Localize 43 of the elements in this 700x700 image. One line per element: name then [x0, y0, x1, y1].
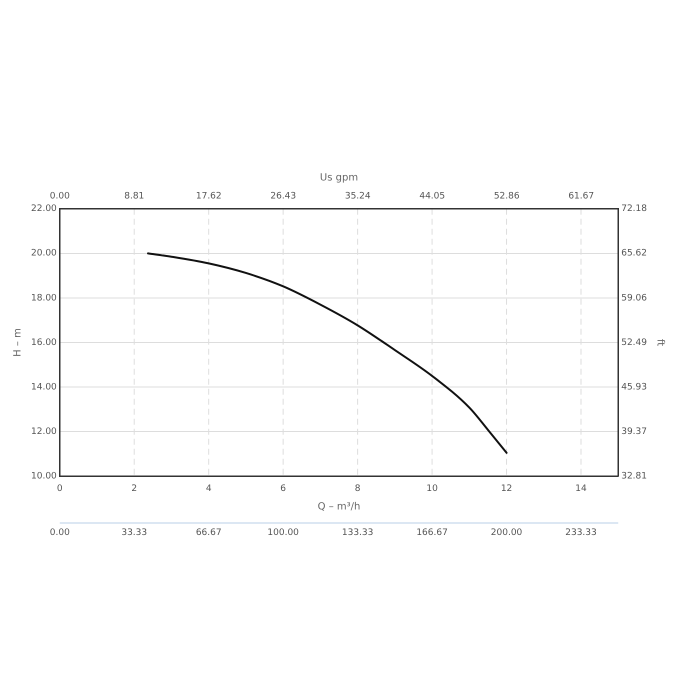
x2-tick-label: 26.43 [270, 192, 296, 202]
x2-tick-label: 35.24 [344, 192, 371, 202]
x-tick-label: 8 [354, 484, 361, 494]
y-tick-label: 22.00 [31, 204, 58, 214]
text: 233.33 [565, 528, 597, 538]
y2-tick-label: 32.81 [621, 472, 647, 482]
x2-tick-label: 52.86 [494, 192, 520, 202]
y2-tick-label: 65.62 [621, 248, 647, 259]
x-tick-label: 4 [206, 484, 212, 494]
text: 66.67 [196, 528, 222, 538]
y2-tick-label: 72.18 [621, 204, 648, 214]
y-tick-label: 16.00 [31, 338, 58, 348]
y2-tick-label: 52.49 [621, 338, 648, 348]
y-tick-label: 20.00 [31, 248, 58, 259]
y-tick-label: 10.00 [31, 472, 58, 482]
y2-axis-title: ft [654, 338, 666, 346]
x-tick-label: 0 [56, 484, 63, 494]
text: 200.00 [490, 528, 523, 538]
y-tick-label: 14.00 [31, 382, 58, 392]
text: 166.67 [416, 528, 448, 538]
x-tick-label: 10 [426, 484, 438, 494]
text: 100.00 [267, 528, 300, 538]
y2-tick-label: 59.06 [621, 293, 648, 304]
y-axis-title: H – m [12, 328, 24, 357]
text: 33.33 [121, 528, 148, 538]
x2-tick-label: 8.81 [124, 192, 144, 202]
x2-tick-label: 44.05 [419, 192, 446, 202]
x-axis-title: Q – m³/h [318, 502, 360, 513]
x-tick-label: 6 [280, 484, 286, 494]
x-tick-label: 14 [575, 484, 588, 494]
x2-tick-label: 0.00 [50, 192, 70, 202]
x2-tick-label: 17.62 [196, 192, 222, 202]
text: 0.00 [50, 528, 70, 538]
x2-tick-label: 61.67 [568, 192, 594, 202]
x2-axis-title: Us gpm [320, 172, 358, 184]
text: 133.33 [342, 528, 374, 538]
y-tick-label: 12.00 [31, 426, 58, 437]
y2-tick-label: 39.37 [621, 426, 647, 437]
x-tick-label: 12 [500, 484, 512, 494]
line-series [147, 252, 508, 454]
y2-tick-label: 45.93 [621, 382, 647, 392]
y-tick-label: 18.00 [31, 293, 58, 304]
x-tick-label: 2 [131, 484, 138, 494]
